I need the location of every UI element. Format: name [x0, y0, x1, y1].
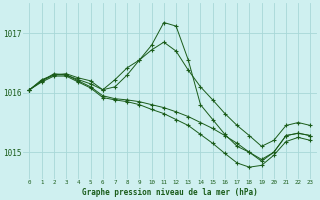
X-axis label: Graphe pression niveau de la mer (hPa): Graphe pression niveau de la mer (hPa) — [82, 188, 258, 197]
